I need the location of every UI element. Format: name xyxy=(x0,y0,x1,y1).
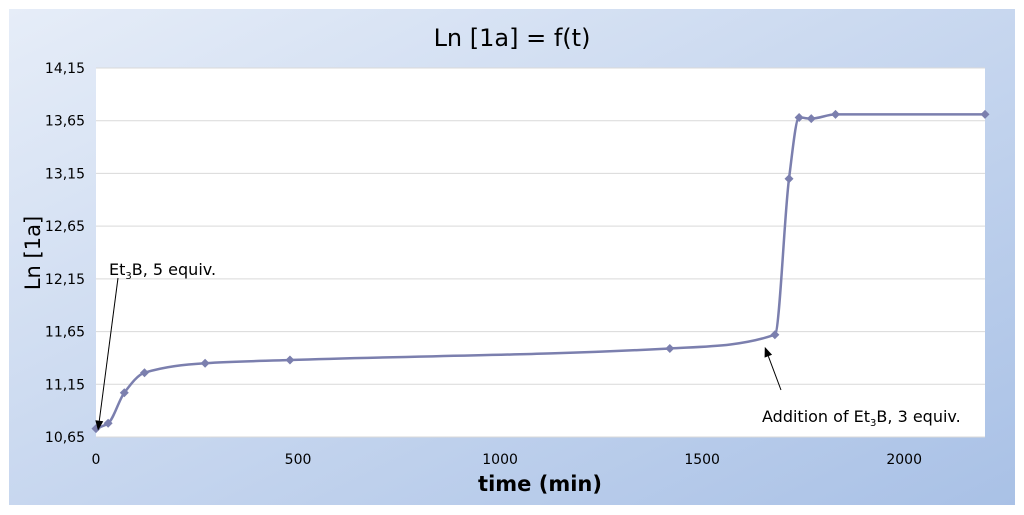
data-point xyxy=(830,109,840,119)
plot-area xyxy=(96,68,985,437)
data-point xyxy=(770,330,780,340)
y-tick-label: 13,15 xyxy=(45,166,85,182)
data-point xyxy=(119,388,129,398)
data-point xyxy=(200,358,210,368)
data-point xyxy=(665,343,675,353)
y-tick-label: 11,15 xyxy=(45,377,85,393)
annotation-label-1: Et3B, 5 equiv. xyxy=(109,260,216,282)
y-tick-label: 14,15 xyxy=(45,61,85,77)
x-tick-label: 1000 xyxy=(482,452,518,468)
annotation-arrow-1 xyxy=(98,277,119,421)
x-tick-label: 1500 xyxy=(684,452,720,468)
annotation-arrowhead-1 xyxy=(95,420,104,431)
y-tick-label: 12,15 xyxy=(45,272,85,288)
annotation-arrow-2 xyxy=(767,356,782,391)
x-tick-label: 500 xyxy=(285,452,312,468)
x-tick-labels: 0 500 1000 1500 2000 xyxy=(92,452,922,468)
annotation-label-2: Addition of Et3B, 3 equiv. xyxy=(762,407,961,429)
data-point xyxy=(784,174,794,184)
y-axis-label: Ln [1a] xyxy=(21,216,45,290)
data-point xyxy=(139,368,149,378)
y-tick-labels: 10,65 11,15 11,65 12,15 12,65 13,15 13,65 14,15 xyxy=(45,61,85,446)
data-point xyxy=(980,109,990,119)
y-tick-label: 13,65 xyxy=(45,114,85,130)
x-tick-label: 2000 xyxy=(886,452,922,468)
annotation-arrowhead-2 xyxy=(764,346,773,358)
chart-title: Ln [1a] = f(t) xyxy=(434,24,591,52)
x-axis-label: time (min) xyxy=(478,472,602,496)
y-tick-label: 10,65 xyxy=(45,430,85,446)
data-point xyxy=(103,418,113,428)
y-tick-label: 11,65 xyxy=(45,325,85,341)
data-point xyxy=(794,113,804,123)
grid-lines xyxy=(96,67,985,438)
data-point xyxy=(806,114,816,124)
x-tick-label: 0 xyxy=(92,452,101,468)
y-tick-label: 12,65 xyxy=(45,219,85,235)
data-markers xyxy=(91,109,990,434)
data-point xyxy=(285,355,295,365)
